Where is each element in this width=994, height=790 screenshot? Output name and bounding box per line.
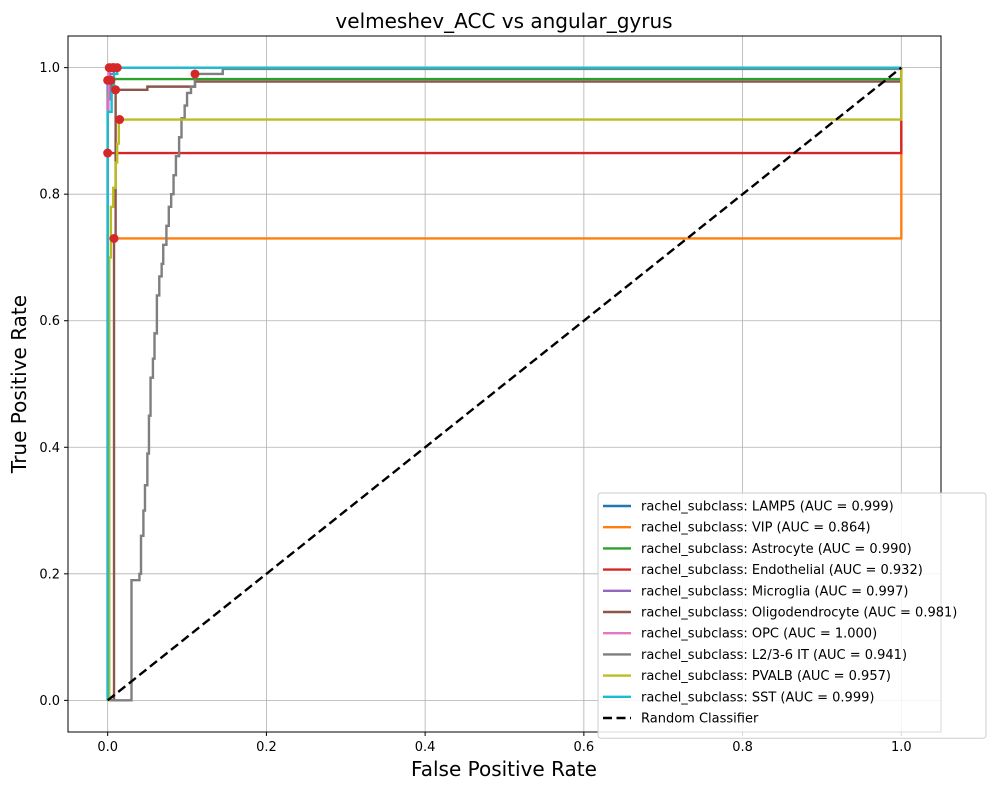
legend-label-l2-3-6-it: rachel_subclass: L2/3-6 IT (AUC = 0.941) <box>641 648 907 663</box>
x-axis-ticks: 0.0 0.2 0.4 0.6 0.8 1.0 <box>97 732 912 755</box>
y-tick-label: 0.8 <box>39 188 60 203</box>
x-tick-label: 0.2 <box>256 740 277 755</box>
legend-label-opc: rachel_subclass: OPC (AUC = 1.000) <box>641 627 877 642</box>
series-line-random-classifier <box>106 66 903 702</box>
x-tick-label: 1.0 <box>891 740 912 755</box>
y-tick-label: 0.4 <box>39 441 60 456</box>
y-tick-label: 0.2 <box>39 567 60 582</box>
x-tick-label: 0.6 <box>574 740 595 755</box>
x-tick-label: 0.4 <box>415 740 436 755</box>
x-axis-label: False Positive Rate <box>411 757 597 781</box>
optimal-threshold-point <box>103 148 113 158</box>
plot-area <box>103 63 903 702</box>
optimal-threshold-point <box>106 75 116 85</box>
legend-label-oligodendrocyte: rachel_subclass: Oligodendrocyte (AUC = … <box>641 606 957 621</box>
optimal-threshold-point <box>115 115 125 125</box>
optimal-threshold-point <box>109 233 119 243</box>
y-axis-ticks: 0.0 0.2 0.4 0.6 0.8 1.0 <box>39 61 68 709</box>
legend-label-endothelial: rachel_subclass: Endothelial (AUC = 0.93… <box>641 563 923 578</box>
series-line-pvalb <box>107 67 903 702</box>
y-tick-label: 0.0 <box>39 694 60 709</box>
optimal-threshold-point <box>190 69 200 79</box>
legend-label-lamp5: rachel_subclass: LAMP5 (AUC = 0.999) <box>641 500 894 515</box>
x-tick-label: 0.0 <box>97 740 118 755</box>
legend-label-pvalb: rachel_subclass: PVALB (AUC = 0.957) <box>641 669 891 684</box>
legend-label-astrocyte: rachel_subclass: Astrocyte (AUC = 0.990) <box>641 542 912 557</box>
series-line-l2-3-6-it <box>107 67 903 702</box>
y-tick-label: 1.0 <box>39 61 60 76</box>
y-axis-label: True Positive Rate <box>7 295 31 474</box>
optimal-threshold-point <box>111 85 121 95</box>
y-tick-label: 0.6 <box>39 314 60 329</box>
legend: rachel_subclass: LAMP5 (AUC = 0.999) rach… <box>597 492 987 739</box>
legend-label-sst: rachel_subclass: SST (AUC = 0.999) <box>641 690 874 705</box>
chart-title: velmeshev_ACC vs angular_gyrus <box>335 9 672 33</box>
optimal-threshold-point <box>109 63 119 73</box>
axes-frame <box>67 35 942 733</box>
legend-box <box>597 492 987 739</box>
series-line-oligodendrocyte <box>107 67 903 702</box>
legend-label-microglia: rachel_subclass: Microglia (AUC = 0.997) <box>641 584 908 599</box>
legend-label-vip: rachel_subclass: VIP (AUC = 0.864) <box>641 521 871 536</box>
legend-label-random-classifier: Random Classifier <box>641 712 759 727</box>
x-tick-label: 0.8 <box>732 740 753 755</box>
